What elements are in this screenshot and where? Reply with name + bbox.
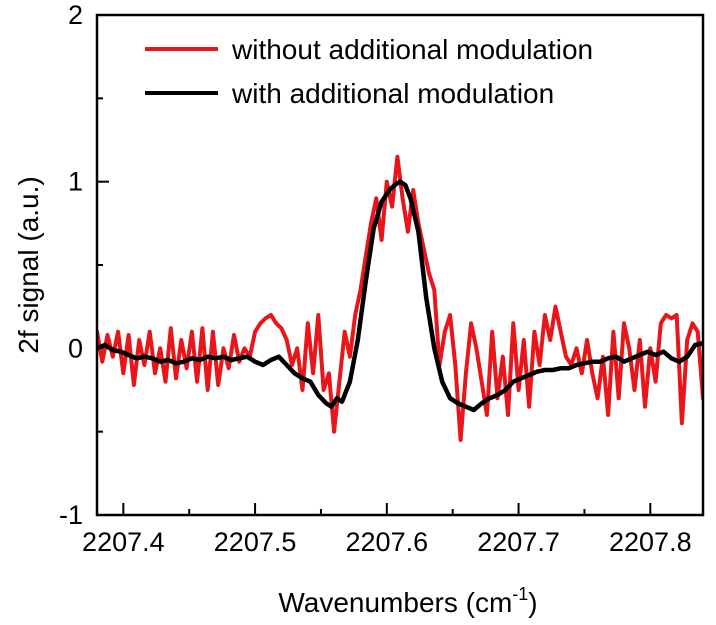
series-line-with-modulation	[97, 179, 703, 413]
x-axis-title-main: Wavenumbers (cm	[278, 587, 512, 618]
x-tick-label: 2207.7	[477, 527, 560, 557]
y-axis-title: 2f signal (a.u.)	[13, 176, 44, 353]
legend-label-without-modulation: without additional modulation	[231, 34, 593, 65]
plot-series	[97, 154, 703, 442]
plot-frame	[95, 13, 705, 517]
legend-label-with-modulation: with additional modulation	[231, 78, 554, 109]
y-tick-label: 0	[68, 333, 83, 363]
y-tick-label: 2	[68, 0, 83, 30]
legend: without additional modulation with addit…	[145, 34, 593, 109]
x-tick-label: 2207.8	[609, 527, 692, 557]
y-tick-label: 1	[68, 167, 83, 197]
x-axis-title-suffix: )	[528, 587, 537, 618]
x-tick-label: 2207.6	[346, 527, 429, 557]
tick-labels: 2207.4 2207.5 2207.6 2207.7 2207.8 -1 0 1 2	[59, 0, 692, 557]
series-line-without-modulation	[97, 154, 703, 442]
x-axis-title-superscript: -1	[512, 584, 528, 604]
x-axis-title: Wavenumbers (cm-1)	[278, 584, 537, 618]
x-tick-label: 2207.5	[214, 527, 297, 557]
y-tick-label: -1	[59, 500, 83, 530]
x-tick-label: 2207.4	[82, 527, 165, 557]
